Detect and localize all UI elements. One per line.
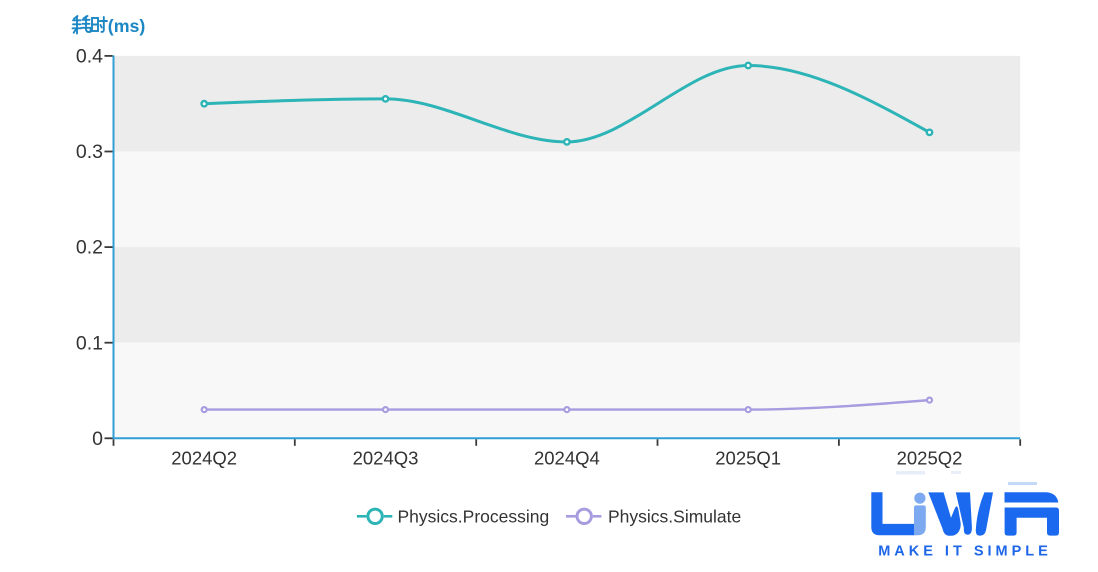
svg-text:2024Q4: 2024Q4 [534,448,600,469]
svg-text:2024Q2: 2024Q2 [171,448,237,469]
svg-text:Physics.Processing: Physics.Processing [398,507,550,527]
svg-text:0.1: 0.1 [76,332,103,354]
svg-text:0.2: 0.2 [76,237,103,259]
svg-text:MAKE IT SIMPLE: MAKE IT SIMPLE [878,544,1052,560]
svg-text:0.4: 0.4 [76,46,103,68]
svg-text:(ms): (ms) [108,16,146,36]
svg-text:2025Q1: 2025Q1 [715,448,781,469]
svg-text:0: 0 [92,428,103,450]
svg-text:2025Q2: 2025Q2 [897,448,963,469]
svg-text:2024Q3: 2024Q3 [353,448,419,469]
svg-text:Physics.Simulate: Physics.Simulate [608,507,741,527]
svg-text:0.3: 0.3 [76,141,103,163]
